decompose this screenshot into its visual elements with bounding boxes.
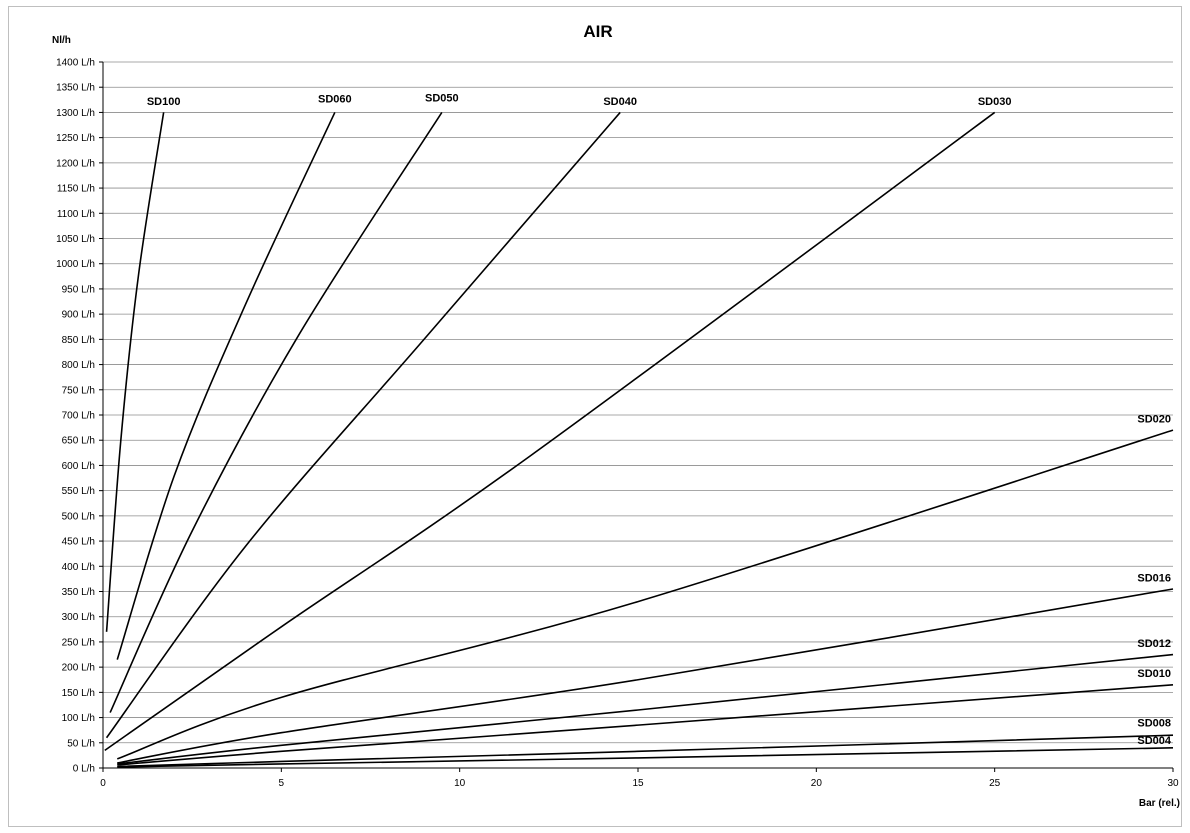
y-tick-label: 1250 L/h	[56, 133, 95, 144]
y-tick-label: 100 L/h	[62, 713, 95, 724]
y-tick-label: 300 L/h	[62, 612, 95, 623]
chart-title: AIR	[583, 22, 612, 41]
chart-frame	[8, 6, 1182, 827]
series-label-sd012: SD012	[1137, 638, 1171, 650]
x-tick-label: 15	[632, 778, 644, 789]
y-tick-label: 550 L/h	[62, 486, 95, 497]
y-tick-label: 600 L/h	[62, 461, 95, 472]
y-tick-label: 900 L/h	[62, 310, 95, 321]
y-tick-label: 500 L/h	[62, 511, 95, 522]
series-label-sd008: SD008	[1137, 718, 1171, 730]
series-label-sd100: SD100	[147, 96, 181, 108]
series-label-sd030: SD030	[978, 96, 1012, 108]
series-line-sd008	[117, 734, 1174, 768]
series-line-sd004	[117, 747, 1174, 768]
y-axis-title: Nl/h	[52, 35, 71, 46]
y-tick-label: 1050 L/h	[56, 234, 95, 245]
y-tick-label: 750 L/h	[62, 385, 95, 396]
series-labels: SD100 SD060 SD050 SD040 SD030 SD020 SD016 SD012…	[147, 92, 1172, 746]
series-label-sd020: SD020	[1137, 414, 1171, 426]
y-tick-label: 250 L/h	[62, 637, 95, 648]
y-tick-label: 1200 L/h	[56, 158, 95, 169]
y-tick-label: 1400 L/h	[56, 58, 95, 69]
y-tick-label: 650 L/h	[62, 436, 95, 447]
x-tick-labels: 0 5 10 15 20 25 30	[100, 778, 1179, 789]
series-line-sd020	[116, 429, 1174, 760]
x-tick-label: 25	[989, 778, 1001, 789]
y-tick-label: 800 L/h	[62, 360, 95, 371]
y-tick-label: 1300 L/h	[56, 108, 95, 119]
y-tick-label: 150 L/h	[62, 688, 95, 699]
x-tick-label: 20	[811, 778, 823, 789]
y-tick-label: 700 L/h	[62, 411, 95, 422]
y-tick-label: 350 L/h	[62, 587, 95, 598]
series-line-sd030	[104, 111, 996, 752]
y-tick-label: 1350 L/h	[56, 83, 95, 94]
y-tick-label: 400 L/h	[62, 562, 95, 573]
y-tick-label: 1150 L/h	[57, 184, 95, 195]
series-line-sd040	[105, 111, 621, 739]
series-label-sd016: SD016	[1137, 572, 1171, 584]
series-lines	[104, 111, 1174, 768]
y-tick-label: 950 L/h	[62, 284, 95, 295]
x-tick-label: 0	[100, 778, 106, 789]
x-tick-label: 10	[454, 778, 466, 789]
series-label-sd040: SD040	[603, 96, 637, 108]
y-tick-label: 850 L/h	[62, 335, 95, 346]
axes	[99, 61, 1174, 772]
y-tick-label: 200 L/h	[62, 663, 95, 674]
y-tick-label: 0 L/h	[73, 764, 95, 775]
y-tick-label: 50 L/h	[67, 738, 95, 749]
series-label-sd060: SD060	[318, 93, 352, 105]
series-line-sd050	[109, 111, 443, 713]
series-label-sd004: SD004	[1137, 735, 1172, 747]
series-line-sd100	[105, 112, 165, 632]
y-tick-labels: 0 L/h 50 L/h 100 L/h 150 L/h 200 L/h 250 L/h 3…	[56, 58, 95, 775]
x-axis-title: Bar (rel.)	[1139, 798, 1180, 809]
grid-lines	[103, 61, 1173, 744]
series-line-sd012	[117, 653, 1174, 765]
series-line-sd060	[116, 112, 336, 660]
x-tick-label: 5	[279, 778, 285, 789]
y-tick-label: 1100 L/h	[57, 209, 95, 220]
series-line-sd010	[117, 683, 1174, 766]
series-label-sd010: SD010	[1137, 668, 1171, 680]
series-label-sd050: SD050	[425, 92, 459, 104]
series-line-sd016	[117, 588, 1174, 764]
y-tick-label: 450 L/h	[62, 537, 95, 548]
x-tick-label: 30	[1167, 778, 1179, 789]
y-tick-label: 1000 L/h	[56, 259, 95, 270]
